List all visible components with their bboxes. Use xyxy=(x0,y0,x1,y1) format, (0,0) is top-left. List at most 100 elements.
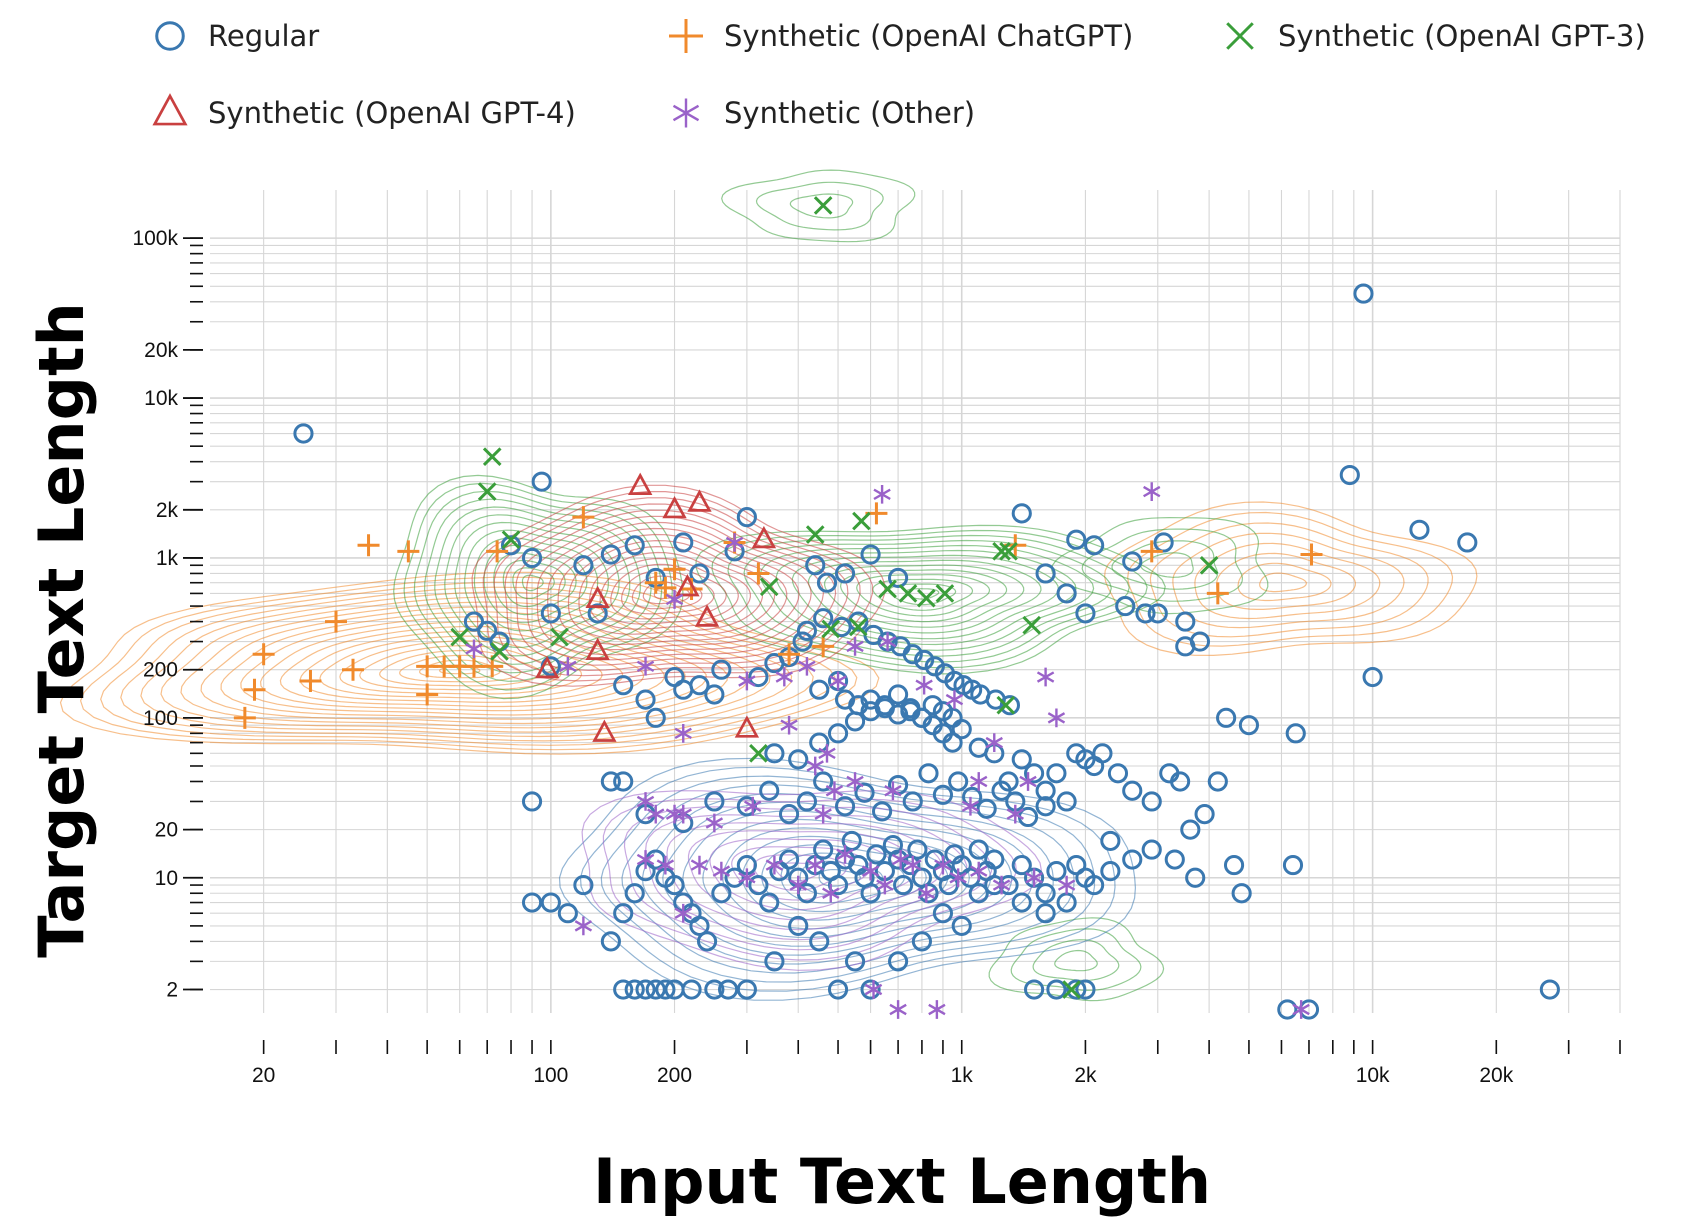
asterisk-point xyxy=(674,903,692,923)
circle-point xyxy=(1277,999,1298,1020)
circle-point xyxy=(759,780,780,801)
circle-point xyxy=(888,951,909,972)
circle-point xyxy=(976,798,997,819)
x-axis: 20 100 200 1k 2k 10k 20k xyxy=(252,1040,1621,1087)
circle-point xyxy=(1170,771,1191,792)
legend-item: Synthetic (OpenAI GPT-3) xyxy=(1226,19,1646,53)
circle-point xyxy=(1066,855,1087,876)
density-contour xyxy=(413,490,663,682)
circle-point xyxy=(778,804,800,825)
legend: Regular Synthetic (OpenAI ChatGPT) Synthet… xyxy=(152,19,1646,130)
plus-point xyxy=(1300,543,1323,566)
triangle-point xyxy=(585,585,610,608)
circle-point xyxy=(999,695,1020,716)
asterisk-legend-icon xyxy=(672,98,700,128)
circle-point xyxy=(827,723,849,744)
circle-point xyxy=(624,979,645,1000)
circle-point xyxy=(942,732,963,753)
density-contour xyxy=(808,559,1042,634)
asterisk-point xyxy=(949,868,967,888)
x-tick-label: 100 xyxy=(533,1064,568,1087)
legend-label: Synthetic (OpenAI GPT-4) xyxy=(208,96,576,130)
x-point xyxy=(477,482,497,501)
circle-point xyxy=(1046,763,1067,784)
asterisk-point xyxy=(818,743,836,763)
circle-point xyxy=(540,603,561,624)
density-contour xyxy=(839,569,1008,623)
x-tick-label: 20k xyxy=(1479,1064,1513,1087)
density-contour xyxy=(547,527,800,651)
x-tick-label: 20 xyxy=(252,1064,275,1087)
circle-point xyxy=(1175,636,1196,657)
circle-point xyxy=(1153,532,1174,553)
y-axis-title: Target Text Length xyxy=(25,302,98,958)
circle-point xyxy=(968,839,989,860)
circle-point xyxy=(1035,903,1056,924)
density-contour xyxy=(483,544,588,624)
density-contour xyxy=(621,784,1075,974)
circle-point xyxy=(900,698,921,719)
circle-point xyxy=(1339,464,1360,486)
asterisk-point xyxy=(891,850,910,869)
circle-point xyxy=(1035,780,1056,801)
circle-point xyxy=(796,620,818,641)
asterisk-point xyxy=(738,671,756,691)
density-contour xyxy=(856,574,991,617)
plus-point xyxy=(812,635,835,658)
circle-point xyxy=(1115,596,1136,617)
circle-point xyxy=(854,782,875,803)
grid-lines xyxy=(210,190,1621,1013)
asterisk-point xyxy=(829,671,847,691)
circle-point xyxy=(1035,563,1056,584)
y-tick-label: 200 xyxy=(143,659,178,682)
legend-item: Synthetic (OpenAI GPT-4) xyxy=(152,93,576,130)
asterisk-point xyxy=(1047,708,1066,728)
density-contour xyxy=(775,549,1077,646)
circle-point xyxy=(1141,791,1162,812)
x-point xyxy=(999,542,1018,561)
circle-point xyxy=(673,679,694,700)
y-tick-label: 100k xyxy=(132,227,178,250)
circle-point xyxy=(888,567,909,589)
circle-point xyxy=(1066,979,1087,1000)
asterisk-point xyxy=(636,850,655,869)
circle-point xyxy=(1175,611,1196,632)
circle-point xyxy=(711,883,732,904)
circle-point xyxy=(834,796,856,817)
x-point xyxy=(490,642,509,661)
asterisk-point xyxy=(861,861,880,881)
circle-point xyxy=(844,951,866,972)
asterisk-point xyxy=(674,723,692,743)
x-tick-label: 2k xyxy=(1074,1064,1097,1087)
circle-point xyxy=(463,611,485,632)
circle-point xyxy=(914,649,935,671)
circle-point xyxy=(792,631,813,652)
legend-label: Synthetic (Other) xyxy=(724,96,975,130)
asterisk-point xyxy=(636,792,655,811)
asterisk-point xyxy=(873,484,891,504)
plus-point xyxy=(357,534,380,557)
density-contour xyxy=(1172,532,1405,629)
legend-label: Synthetic (OpenAI GPT-3) xyxy=(1278,19,1646,53)
x-point xyxy=(501,530,521,550)
density-contour xyxy=(602,798,1018,961)
asterisk-point xyxy=(725,533,744,552)
circle-point xyxy=(788,915,809,936)
x-point xyxy=(852,511,871,531)
circle-point xyxy=(704,684,725,705)
circle-point xyxy=(778,849,800,870)
circle-point xyxy=(689,915,710,936)
triangle-point xyxy=(662,495,687,519)
asterisk-point xyxy=(647,804,665,824)
circle-point xyxy=(521,791,543,812)
circle-point xyxy=(1164,849,1185,870)
circle-point xyxy=(948,771,969,792)
density-contour xyxy=(872,578,974,611)
density-contour xyxy=(1010,928,1142,992)
circle-point xyxy=(844,711,866,732)
plus-point xyxy=(243,678,266,701)
circle-point xyxy=(918,763,939,784)
circle-point xyxy=(809,732,830,753)
circle-point xyxy=(991,780,1012,801)
circle-point xyxy=(764,951,785,972)
